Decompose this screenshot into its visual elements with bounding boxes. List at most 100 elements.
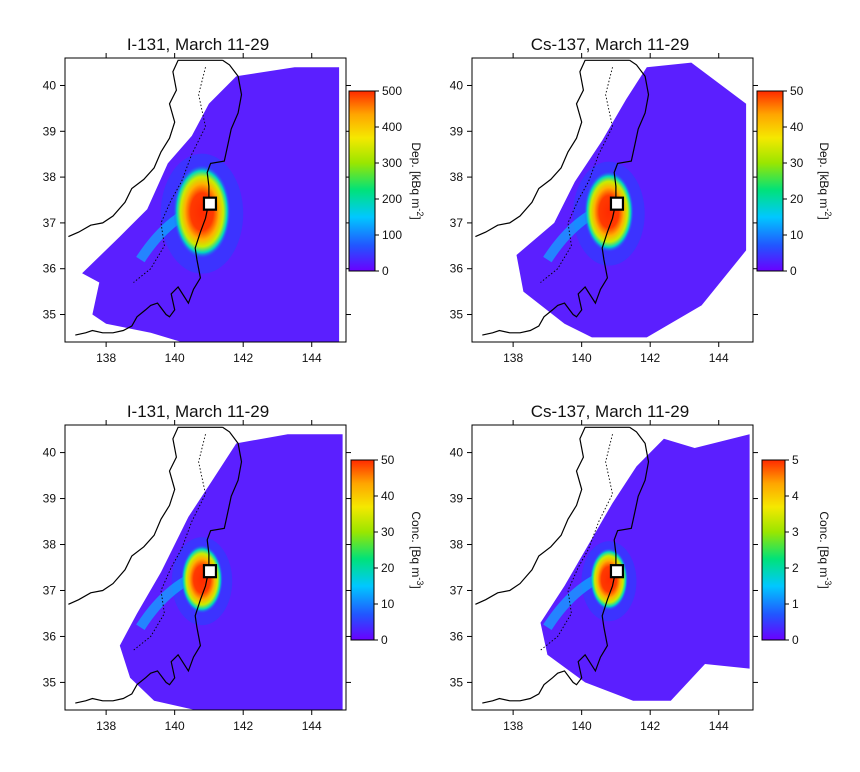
plume-core xyxy=(173,165,231,259)
colorbar-tick-label: 40 xyxy=(790,120,804,134)
y-tick-label: 38 xyxy=(450,170,464,184)
y-tick-label: 40 xyxy=(43,446,57,460)
colorbar-tick-label: 500 xyxy=(382,84,402,98)
colorbar-tick-label: 30 xyxy=(381,525,395,539)
map-area xyxy=(68,59,340,342)
panel-title: Cs-137, March 11-29 xyxy=(531,402,689,421)
x-tick-label: 142 xyxy=(233,719,253,733)
x-tick-label: 140 xyxy=(165,719,185,733)
colorbar-tick-label: 10 xyxy=(790,228,804,242)
y-tick-label: 40 xyxy=(450,446,464,460)
colorbar: Conc. [Bq m-3] 0 1 2 3 4 5 xyxy=(761,453,833,647)
x-tick-label: 140 xyxy=(165,351,185,365)
coastline-west xyxy=(475,59,630,238)
source-marker xyxy=(202,196,218,211)
x-tick-label: 144 xyxy=(709,351,729,365)
map-panel-i131-concentration: I-131, March 11-29 138 140 142 144 35 36 37 38 3… xyxy=(43,402,425,733)
coastline xyxy=(75,59,243,336)
coastline xyxy=(75,426,243,704)
map-panel-i131-deposition: I-131, March 11-29 138 140 142 144 35 36 37 38 3… xyxy=(43,35,425,365)
x-tick-label: 144 xyxy=(302,351,322,365)
y-tick-label: 37 xyxy=(43,216,57,230)
y-tick-label: 35 xyxy=(450,675,464,689)
y-tick-label: 38 xyxy=(43,170,57,184)
y-tick-label: 36 xyxy=(43,629,57,643)
prefecture-border xyxy=(540,67,613,283)
colorbar-tick-label: 10 xyxy=(381,597,395,611)
axis-ticks: 138 140 142 144 35 36 37 38 39 40 xyxy=(450,420,758,733)
plot-frame xyxy=(64,57,347,343)
y-tick-label: 36 xyxy=(450,629,464,643)
y-tick-label: 40 xyxy=(43,78,57,92)
y-tick-label: 35 xyxy=(450,308,464,322)
colorbar-tick-label: 3 xyxy=(792,525,799,539)
plot-frame xyxy=(471,57,754,343)
map-panel-cs137-deposition: Cs-137, March 11-29 138 140 142 144 35 36 37 38… xyxy=(450,35,833,365)
colorbar-label: Dep. [kBq m-2] xyxy=(409,142,425,219)
plot-frame xyxy=(64,424,347,711)
coastline-west xyxy=(68,59,223,238)
colorbar: Dep. [kBq m-2] 0 100 200 300 400 500 xyxy=(348,84,425,278)
panel-title: I-131, March 11-29 xyxy=(127,35,269,54)
colorbar-tick-label: 300 xyxy=(382,156,402,170)
colorbar: Conc. [Bq m-3] 0 10 20 30 40 50 xyxy=(350,453,425,647)
coastline-west xyxy=(475,426,630,605)
prefecture-border xyxy=(133,434,206,651)
colorbar-tick-label: 0 xyxy=(790,264,797,278)
source-marker xyxy=(609,196,625,211)
coastline xyxy=(482,426,650,704)
y-tick-label: 39 xyxy=(450,124,464,138)
colorbar-tick-label: 0 xyxy=(381,633,388,647)
colorbar-label: Conc. [Bq m-3] xyxy=(817,511,833,588)
colorbar-gradient xyxy=(761,459,786,641)
colorbar-label: Conc. [Bq m-3] xyxy=(409,511,425,588)
y-tick-label: 37 xyxy=(43,583,57,597)
colorbar-label: Dep. [kBq m-2] xyxy=(817,142,833,219)
x-tick-label: 144 xyxy=(709,719,729,733)
y-tick-label: 36 xyxy=(450,262,464,276)
y-tick-label: 39 xyxy=(43,492,57,506)
x-tick-label: 140 xyxy=(572,719,592,733)
y-tick-label: 35 xyxy=(43,308,57,322)
axis-ticks: 138 140 142 144 35 36 37 38 39 40 xyxy=(43,53,351,365)
colorbar-gradient xyxy=(348,90,376,272)
x-tick-label: 142 xyxy=(233,351,253,365)
map-area xyxy=(475,426,750,704)
colorbar-tick-label: 400 xyxy=(382,120,402,134)
y-tick-label: 38 xyxy=(43,538,57,552)
colorbar-gradient xyxy=(756,90,784,272)
map-area xyxy=(475,59,747,338)
y-tick-label: 35 xyxy=(43,675,57,689)
colorbar-tick-label: 50 xyxy=(790,84,804,98)
plume-core xyxy=(589,548,628,611)
colorbar-tick-label: 5 xyxy=(792,453,799,467)
prefecture-border xyxy=(540,434,613,651)
y-tick-label: 39 xyxy=(450,492,464,506)
x-tick-label: 142 xyxy=(640,351,660,365)
colorbar-gradient xyxy=(350,459,375,641)
plume-core xyxy=(181,545,223,614)
x-tick-label: 138 xyxy=(503,351,523,365)
y-tick-label: 37 xyxy=(450,216,464,230)
y-tick-label: 39 xyxy=(43,124,57,138)
panel-title: Cs-137, March 11-29 xyxy=(531,35,689,54)
colorbar-tick-label: 200 xyxy=(382,192,402,206)
y-tick-label: 37 xyxy=(450,583,464,597)
colorbar: Dep. [kBq m-2] 0 10 20 30 40 50 xyxy=(756,84,833,278)
map-panel-cs137-concentration: Cs-137, March 11-29 138 140 142 14435363738… xyxy=(450,402,833,733)
y-tick-label: 36 xyxy=(43,262,57,276)
x-tick-label: 138 xyxy=(96,719,116,733)
prefecture-border xyxy=(133,67,206,283)
colorbar-tick-label: 0 xyxy=(792,633,799,647)
colorbar-tick-label: 50 xyxy=(381,453,395,467)
panel-title: I-131, March 11-29 xyxy=(127,402,269,421)
axis-ticks: 138 140 142 144 35 36 37 38 39 40 xyxy=(43,420,351,733)
x-tick-label: 138 xyxy=(503,719,523,733)
colorbar-tick-label: 20 xyxy=(790,192,804,206)
colorbar-tick-label: 1 xyxy=(792,597,799,611)
colorbar-tick-label: 0 xyxy=(382,264,389,278)
x-tick-label: 142 xyxy=(640,719,660,733)
plot-frame xyxy=(471,424,754,711)
source-marker xyxy=(202,564,218,579)
x-tick-label: 140 xyxy=(572,351,592,365)
